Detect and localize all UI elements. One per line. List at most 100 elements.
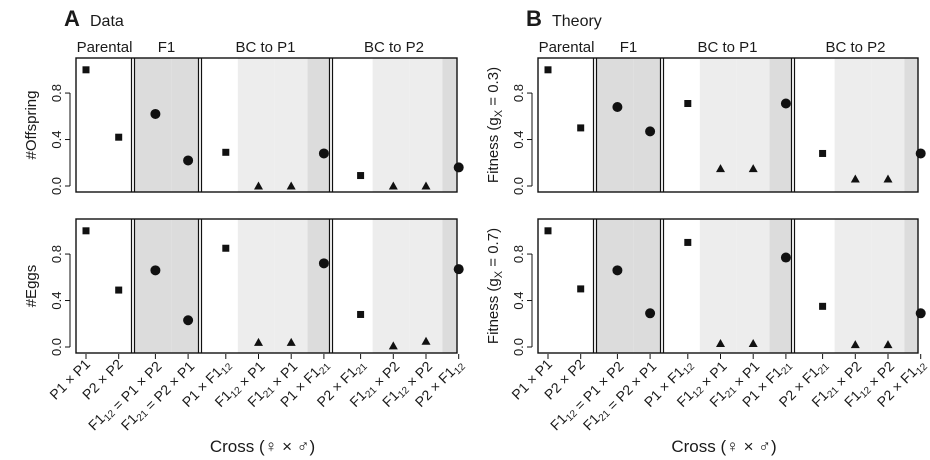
y-axis-label: Fitness (gX = 0.3)	[485, 67, 505, 183]
group-label: BC to P1	[235, 39, 295, 56]
data-point-square	[577, 124, 585, 132]
data-point-circle	[612, 101, 623, 112]
shade-dark	[307, 58, 329, 192]
data-point-square	[577, 285, 585, 293]
data-point-square	[115, 286, 123, 294]
plot-A-top: 0.0 0.4 0.8 #Offspring	[23, 57, 464, 195]
tick-operator: ×	[653, 375, 676, 398]
y-label-text: = 0.3)	[485, 67, 502, 110]
group-label: F1	[158, 39, 176, 56]
y-label-text: Fitness (g	[485, 117, 502, 183]
shade-dark	[633, 219, 660, 353]
shade-dark	[442, 219, 457, 353]
female-symbol: ♀	[726, 437, 739, 456]
plot-frame	[75, 218, 458, 354]
data-point-triangle	[716, 339, 725, 348]
data-point-square	[222, 148, 230, 156]
y-tick-label: 0.4	[49, 291, 64, 309]
x-label-text: ×	[739, 437, 758, 456]
panel-title: Theory	[552, 13, 602, 30]
data-point-triangle	[286, 181, 296, 190]
data-point-triangle	[883, 340, 893, 349]
shade-dark	[442, 58, 457, 192]
data-point-square	[82, 227, 90, 235]
x-label-text: Cross (	[210, 437, 265, 456]
data-point-triangle	[421, 181, 431, 190]
data-point-circle	[780, 252, 791, 263]
panel-title: Data	[90, 13, 124, 30]
data-point-circle	[318, 148, 329, 159]
shade-light	[274, 58, 308, 192]
shade-light	[237, 58, 275, 192]
data-point-triangle	[388, 181, 398, 190]
shade-dark	[769, 58, 791, 192]
data-point-triangle	[254, 181, 263, 190]
data-point-circle	[183, 315, 194, 326]
shade-light	[834, 58, 872, 192]
y-tick-label: 0.8	[49, 245, 64, 263]
data-point-triangle	[850, 340, 860, 349]
tick-operator: ×	[368, 370, 391, 393]
panel-letter: A	[64, 6, 80, 31]
data-point-circle	[915, 148, 926, 159]
data-point-circle	[453, 264, 464, 275]
male-symbol: ♂	[297, 437, 310, 456]
y-axis-label: Fitness (gX = 0.7)	[485, 228, 505, 344]
data-point-triangle	[883, 174, 893, 183]
y-axis-label: #Eggs	[23, 265, 40, 308]
y-tick-label: 0.8	[511, 245, 526, 263]
y-tick-label: 0.0	[511, 177, 526, 195]
x-label-text: )	[309, 437, 315, 456]
x-tick-label: P2 × P2	[541, 356, 588, 403]
data-point-circle	[915, 308, 926, 319]
plot-B-top: 0.0 0.4 0.8 Fitness (gX = 0.3)	[485, 57, 926, 195]
shade-light	[871, 219, 905, 353]
tick-operator: ×	[191, 375, 214, 398]
group-label: F1	[620, 39, 638, 56]
data-point-triangle	[254, 337, 263, 346]
shade-dark	[135, 58, 172, 192]
data-point-square	[819, 149, 827, 157]
data-point-square	[819, 302, 827, 310]
panel-B-header: B Theory	[526, 6, 602, 31]
tick-operator: ×	[830, 370, 853, 393]
tick-operator: ×	[326, 375, 349, 398]
data-point-triangle	[716, 164, 725, 173]
data-point-square	[684, 238, 692, 246]
y-label-text: Fitness (g	[485, 278, 502, 344]
y-tick-label: 0.0	[49, 338, 64, 356]
x-axis-label: Cross (♀ × ♂)	[671, 437, 776, 456]
y-label-subscript: X	[493, 270, 505, 278]
y-tick-label: 0.0	[49, 177, 64, 195]
group-label: Parental	[77, 39, 133, 56]
y-tick-label: 0.8	[511, 84, 526, 102]
data-point-circle	[453, 162, 464, 173]
data-point-circle	[780, 98, 791, 109]
shade-light	[736, 219, 770, 353]
data-point-square	[357, 310, 365, 318]
shade-light	[409, 219, 443, 353]
shade-light	[372, 58, 410, 192]
shade-dark	[769, 219, 791, 353]
x-label-text: ×	[277, 437, 296, 456]
data-point-square	[357, 172, 365, 180]
shade-dark	[597, 219, 634, 353]
shade-dark	[171, 58, 198, 192]
shade-light	[409, 58, 443, 192]
y-tick-label: 0.4	[511, 291, 526, 309]
x-label-text: Cross (	[671, 437, 726, 456]
plot-frame	[537, 57, 919, 193]
y-tick-label: 0.8	[49, 84, 64, 102]
data-point-square	[115, 133, 123, 141]
group-label: BC to P1	[697, 39, 757, 56]
x-axis-label: Cross (♀ × ♂)	[210, 437, 315, 456]
panel-A-header: A Data	[64, 6, 124, 31]
shade-dark	[597, 58, 634, 192]
plot-frame	[75, 57, 458, 193]
data-point-triangle	[388, 341, 398, 350]
shade-dark	[307, 219, 329, 353]
x-label-text: )	[771, 437, 777, 456]
plot-frame	[537, 218, 919, 354]
